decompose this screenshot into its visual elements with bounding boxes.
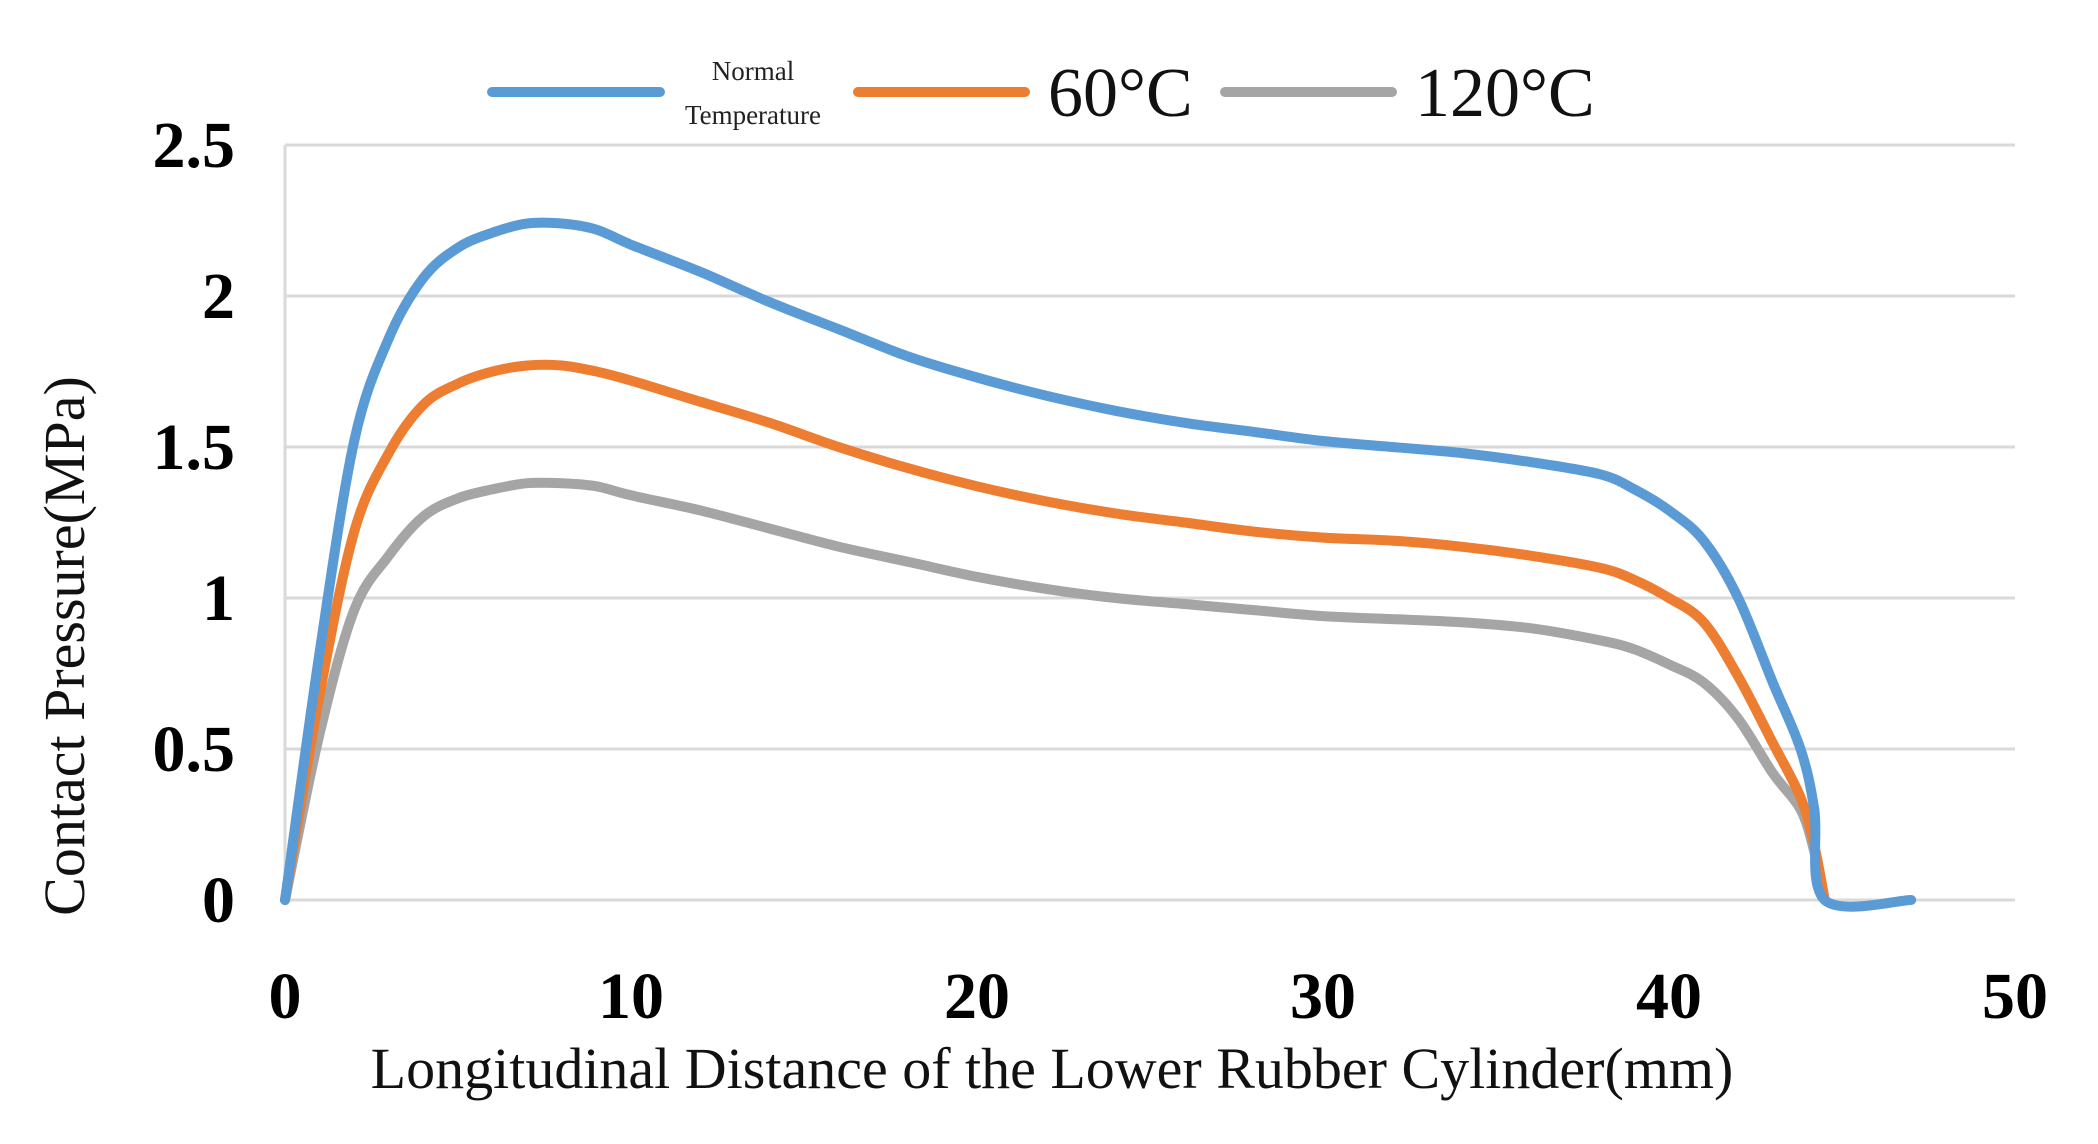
y-axis-title: Contact Pressure(MPa) — [32, 376, 97, 916]
grid — [285, 143, 2015, 751]
axes — [283, 145, 2015, 902]
x-tick-label: 10 — [598, 960, 664, 1033]
x-tick-label: 50 — [1982, 960, 2048, 1033]
y-tick-label: 0.5 — [153, 713, 236, 786]
y-tick-label: 2.5 — [153, 109, 236, 182]
legend: Normal Temperature 60°C 120°C — [487, 55, 1595, 132]
x-tick-label: 30 — [1290, 960, 1356, 1033]
legend-label-normal-temperature-line1: Normal — [712, 56, 794, 86]
y-tick-label: 1.5 — [153, 411, 236, 484]
x-tick-label: 40 — [1636, 960, 1702, 1033]
legend-label-60c: 60°C — [1048, 55, 1193, 132]
x-axis-title: Longitudinal Distance of the Lower Rubbe… — [371, 1036, 1734, 1101]
y-tick-label: 0 — [202, 864, 235, 937]
y-tick-labels: 0 0.5 1 1.5 2 2.5 — [153, 109, 236, 937]
x-tick-labels: 0 10 20 30 40 50 — [269, 960, 2049, 1033]
y-tick-label: 2 — [202, 260, 235, 333]
series-lines — [280, 217, 1917, 912]
x-tick-label: 20 — [944, 960, 1010, 1033]
legend-label-120c: 120°C — [1415, 55, 1595, 132]
y-tick-label: 1 — [202, 562, 235, 635]
series-line-120c — [280, 477, 1830, 905]
series-line-normal-temperature — [280, 217, 1917, 912]
x-tick-label: 0 — [269, 960, 302, 1033]
series-line-60c — [280, 359, 1830, 905]
legend-label-normal-temperature-line2: Temperature — [685, 100, 821, 130]
